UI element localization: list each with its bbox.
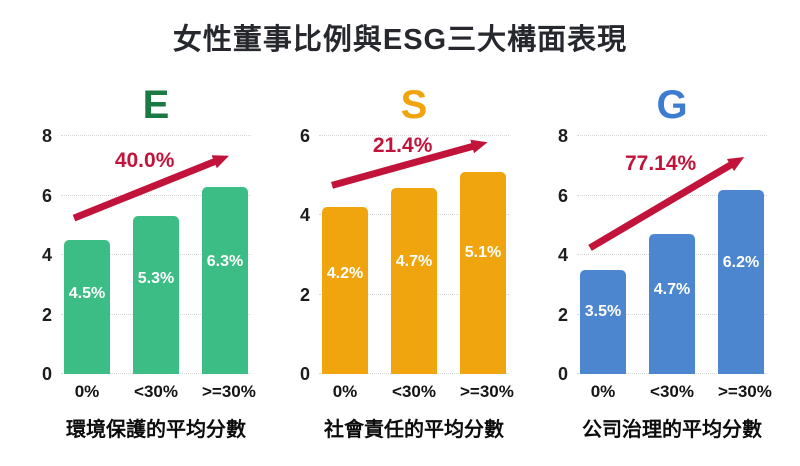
y-axis: 0 2 4 6 (291, 127, 319, 383)
bar-value-label: 6.3% (206, 252, 244, 270)
gridline (61, 135, 251, 136)
bar-value-label: 4.5% (68, 284, 106, 302)
bar-group: 4.2% 4.7% 5.1% (319, 136, 509, 374)
chart-governance: 0 2 4 6 8 3.5% 4.7% 6.2% (549, 127, 767, 383)
bar: 4.2% (322, 207, 368, 374)
panel-environment: E 0 2 4 6 8 4.5% 5.3% 6.3% (33, 82, 256, 442)
y-tick-label: 6 (299, 126, 310, 146)
bar: 3.5% (580, 269, 626, 374)
category-label: >=30% (460, 382, 514, 401)
panels-row: E 0 2 4 6 8 4.5% 5.3% 6.3% (0, 82, 800, 442)
axis-title: 公司治理的平均分數 (582, 419, 762, 441)
y-tick-label: 0 (41, 364, 52, 384)
bar: 6.3% (202, 186, 248, 374)
y-tick-label: 0 (299, 364, 310, 384)
bar-value-label: 3.5% (584, 302, 622, 320)
bar: 5.1% (460, 171, 506, 374)
y-tick-label: 4 (557, 245, 568, 265)
panel-letter-e: E (142, 83, 170, 127)
esg-dashboard: 女性董事比例與ESG三大構面表現 E 0 2 4 6 8 4.5% 5.3% 6.3% (0, 16, 800, 442)
y-tick-label: 4 (41, 245, 52, 265)
bar: 4.5% (64, 240, 110, 374)
bar-value-label: 4.7% (653, 281, 691, 299)
bar-value-label: 5.3% (137, 270, 175, 288)
chart-social: 0 2 4 6 4.2% 4.7% 5.1% (291, 127, 509, 383)
growth-label: 21.4% (372, 133, 433, 157)
category-label: <30% (134, 382, 178, 401)
bar-value-label: 4.7% (395, 253, 433, 271)
panel-governance: G 0 2 4 6 8 3.5% 4.7% 6.2% (549, 82, 772, 442)
panel-letter-s: S (400, 83, 428, 127)
category-label: <30% (650, 382, 694, 401)
category-label: <30% (392, 382, 436, 401)
y-tick-label: 8 (41, 126, 52, 146)
y-tick-label: 4 (299, 205, 310, 226)
y-tick-label: 8 (557, 126, 568, 146)
growth-label: 40.0% (114, 148, 175, 172)
plot-area: 4.5% 5.3% 6.3% 40.0% (61, 135, 251, 374)
y-tick-label: 0 (557, 364, 568, 384)
bar-value-label: 4.2% (326, 265, 364, 283)
panel-social: S 0 2 4 6 4.2% 4.7% 5.1% (291, 82, 514, 442)
bar: 4.7% (391, 187, 437, 374)
category-label: >=30% (718, 382, 772, 401)
growth-label: 77.14% (624, 151, 697, 175)
bar-value-label: 5.1% (464, 243, 502, 261)
y-axis: 0 2 4 6 8 (33, 127, 61, 383)
panel-letter-g: G (656, 83, 688, 127)
category-label: >=30% (202, 382, 256, 401)
y-tick-label: 6 (557, 185, 568, 206)
category-label: 0% (590, 382, 616, 401)
bar: 6.2% (718, 189, 764, 374)
x-axis-labels: 0% <30% >=30% (577, 382, 772, 402)
bar: 5.3% (133, 216, 179, 374)
plot-area: 3.5% 4.7% 6.2% 77.14% (577, 135, 767, 374)
plot-area: 4.2% 4.7% 5.1% 21.4% (319, 133, 509, 374)
chart-environment: 0 2 4 6 8 4.5% 5.3% 6.3% (33, 127, 251, 383)
y-tick-label: 2 (41, 304, 52, 325)
bar-value-label: 6.2% (722, 254, 760, 272)
gridline (577, 135, 767, 136)
gridline (319, 135, 509, 136)
y-tick-label: 2 (557, 304, 568, 325)
y-axis: 0 2 4 6 8 (549, 127, 577, 383)
axis-title: 環境保護的平均分數 (66, 419, 246, 441)
category-label: 0% (332, 382, 358, 401)
bar: 4.7% (649, 234, 695, 374)
y-tick-label: 2 (299, 284, 310, 305)
x-axis-labels: 0% <30% >=30% (319, 382, 514, 402)
axis-title: 社會責任的平均分數 (324, 419, 504, 441)
y-tick-label: 6 (41, 185, 52, 206)
category-label: 0% (74, 382, 100, 401)
page-title: 女性董事比例與ESG三大構面表現 (172, 24, 628, 56)
x-axis-labels: 0% <30% >=30% (61, 382, 256, 402)
